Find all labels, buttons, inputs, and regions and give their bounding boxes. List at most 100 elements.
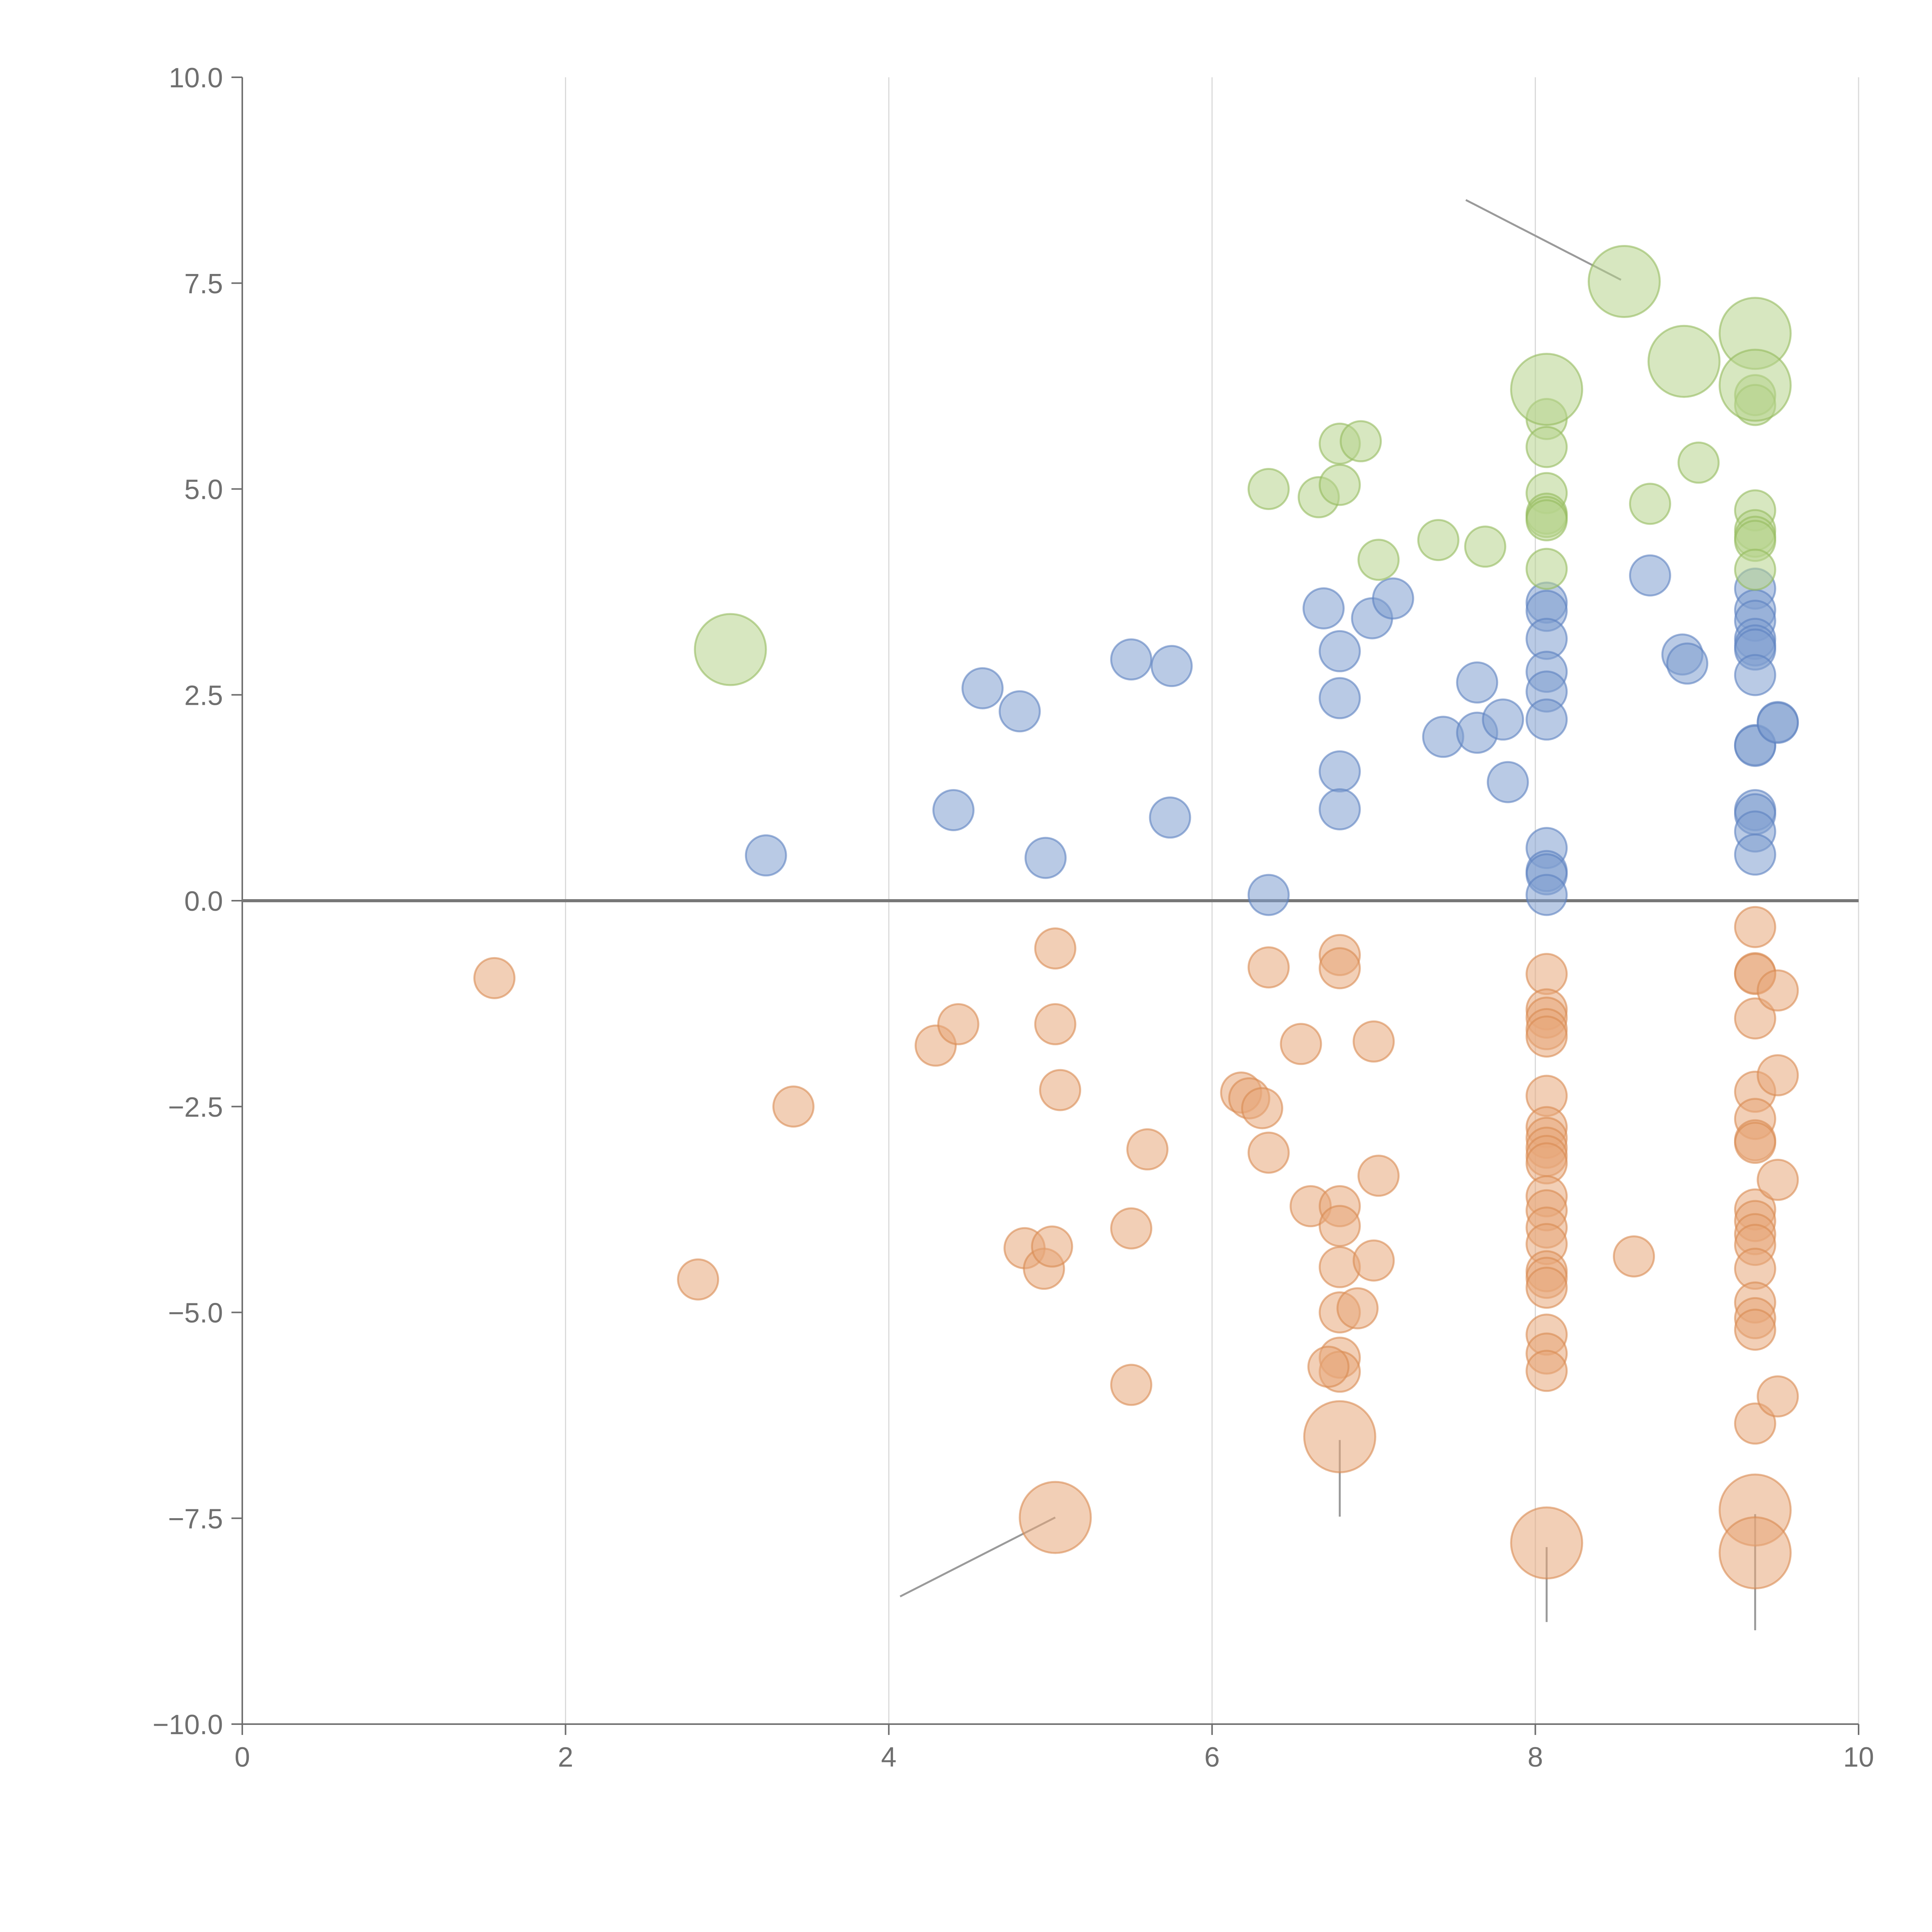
data-point-orange-16	[1241, 1087, 1283, 1129]
data-point-orange-30	[1336, 1287, 1379, 1330]
data-point-blue-2	[961, 667, 1004, 709]
data-point-orange-51	[1526, 1267, 1568, 1309]
data-point-green-13	[1526, 499, 1568, 541]
y-tick-label-2: −5.0	[168, 1298, 223, 1329]
data-point-orange-32	[1352, 1239, 1395, 1282]
data-point-green-4	[1340, 420, 1382, 463]
data-point-orange-56	[1734, 906, 1776, 948]
data-point-green-27	[1647, 325, 1721, 398]
data-point-orange-74	[1757, 1054, 1799, 1097]
data-point-blue-7	[1149, 796, 1191, 839]
data-point-blue-30	[1526, 874, 1568, 916]
data-point-orange-18	[1247, 1131, 1290, 1174]
data-point-orange-22	[1318, 947, 1361, 990]
y-tick-label-7: 7.5	[184, 269, 223, 299]
y-tick-label-6: 5.0	[184, 474, 223, 505]
x-tick-label-1: 2	[558, 1742, 573, 1773]
data-point-orange-4	[937, 1003, 980, 1046]
x-tick-label-2: 4	[881, 1742, 896, 1773]
data-point-blue-11	[1318, 677, 1361, 719]
data-point-orange-38	[1526, 1015, 1568, 1058]
data-point-orange-76	[1757, 1375, 1799, 1418]
data-point-orange-7	[1034, 927, 1077, 970]
data-point-orange-11	[1110, 1207, 1153, 1250]
data-point-blue-5	[1110, 638, 1153, 681]
data-point-blue-48	[1757, 702, 1799, 744]
data-point-blue-33	[1666, 642, 1709, 685]
data-point-orange-29	[1307, 1345, 1350, 1388]
data-point-orange-78	[1303, 1400, 1376, 1473]
data-point-blue-20	[1486, 761, 1529, 803]
y-tick-label-1: −7.5	[168, 1503, 223, 1534]
data-point-orange-71	[1734, 1308, 1776, 1351]
data-point-green-9	[1526, 426, 1568, 468]
data-point-green-15	[1629, 483, 1671, 525]
data-point-blue-10	[1318, 630, 1361, 672]
data-point-blue-31	[1629, 554, 1671, 597]
data-point-orange-54	[1526, 1350, 1568, 1392]
x-tick-label-5: 10	[1843, 1742, 1874, 1773]
data-point-orange-2	[772, 1085, 815, 1128]
data-point-orange-33	[1357, 1155, 1400, 1197]
data-point-blue-1	[932, 789, 975, 832]
data-point-orange-13	[1126, 1128, 1168, 1171]
data-point-green-26	[1587, 245, 1661, 318]
data-point-orange-12	[1110, 1364, 1153, 1406]
data-point-green-25	[1510, 353, 1583, 426]
data-point-orange-72	[1734, 1402, 1776, 1445]
data-point-green-3	[1318, 464, 1361, 506]
y-tick-label-5: 2.5	[184, 680, 223, 711]
data-point-orange-34	[1526, 953, 1568, 995]
data-point-orange-73	[1757, 969, 1799, 1012]
data-point-orange-8	[1034, 1003, 1077, 1046]
data-point-orange-63	[1734, 1122, 1776, 1164]
data-point-orange-1	[677, 1258, 719, 1301]
data-point-blue-15	[1372, 577, 1414, 620]
data-point-blue-19	[1482, 698, 1524, 741]
data-point-blue-40	[1734, 654, 1776, 696]
data-point-orange-31	[1352, 1020, 1395, 1063]
axis-layer: −10.0 −7.5 −5.0 −2.5 0.0 2.5 5.0 7.5 10.0 0 2 4 6 8 10	[153, 63, 1874, 1773]
x-tick-label-3: 6	[1204, 1742, 1220, 1773]
data-point-orange-19	[1280, 1023, 1322, 1065]
data-point-blue-26	[1526, 698, 1568, 741]
data-point-orange-17	[1247, 946, 1290, 989]
data-point-green-0	[1247, 468, 1290, 510]
y-tick-label-3: −2.5	[168, 1092, 223, 1123]
data-point-green-23	[1734, 548, 1776, 591]
data-point-blue-6	[1150, 645, 1193, 687]
data-point-orange-77	[1019, 1481, 1092, 1554]
y-tick-label-4: 0.0	[184, 886, 223, 917]
data-point-orange-81	[1718, 1516, 1792, 1590]
x-tick-label-4: 8	[1527, 1742, 1543, 1773]
data-point-green-29	[1718, 349, 1792, 422]
data-point-blue-17	[1456, 661, 1498, 704]
y-tick-label-0: −10.0	[153, 1709, 223, 1740]
data-point-green-24	[694, 613, 767, 686]
data-point-orange-79	[1510, 1506, 1583, 1580]
series-green	[694, 245, 1792, 686]
data-point-green-16	[1677, 441, 1720, 484]
data-point-orange-10	[1039, 1069, 1082, 1111]
data-point-green-6	[1417, 519, 1459, 561]
data-point-blue-3	[998, 690, 1041, 733]
data-point-orange-75	[1757, 1158, 1799, 1201]
data-point-orange-24	[1318, 1205, 1361, 1247]
data-point-green-5	[1357, 539, 1400, 581]
point-layer	[473, 245, 1799, 1590]
data-point-green-14	[1526, 548, 1568, 590]
series-orange	[473, 906, 1799, 1590]
data-point-green-7	[1464, 526, 1507, 568]
data-point-blue-9	[1302, 587, 1345, 629]
data-point-blue-46	[1734, 833, 1776, 876]
data-point-orange-0	[473, 957, 516, 999]
data-point-orange-59	[1734, 997, 1776, 1040]
y-tick-label-8: 10.0	[169, 63, 223, 94]
data-point-blue-8	[1247, 874, 1290, 916]
data-point-blue-4	[1024, 837, 1067, 879]
series-blue	[745, 554, 1799, 916]
data-point-blue-0	[745, 834, 787, 877]
data-point-blue-12	[1318, 750, 1361, 793]
